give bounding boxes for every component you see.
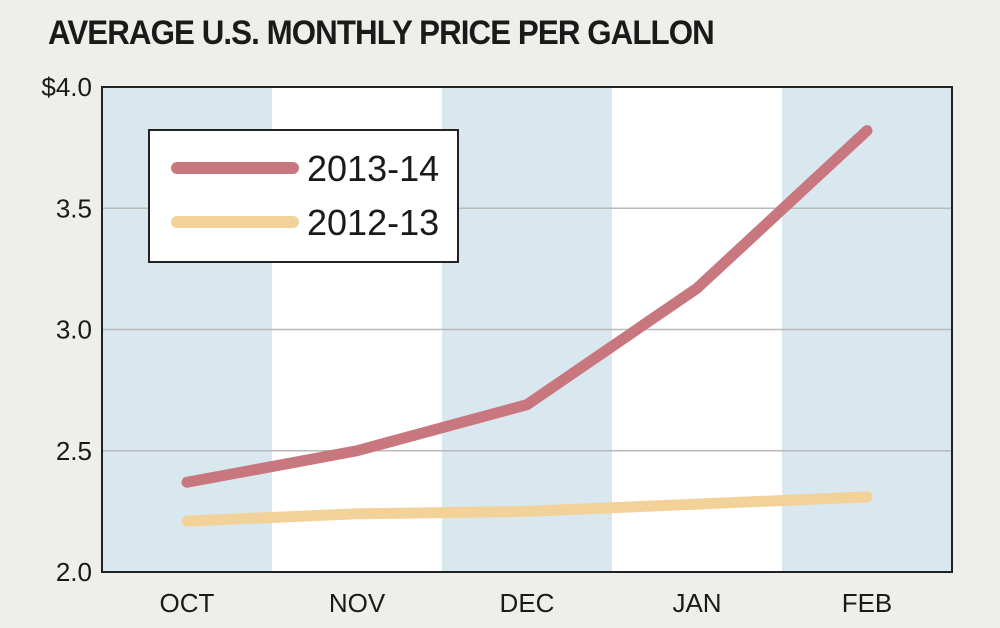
x-tick-label: FEB xyxy=(842,588,893,618)
series-line-2013-14 xyxy=(181,125,873,488)
legend-label-2012-13: 2012-13 xyxy=(307,202,439,243)
y-tick-label: 2.5 xyxy=(56,436,92,466)
y-tick-label: $4.0 xyxy=(41,72,92,102)
y-tick-label: 2.0 xyxy=(56,557,92,587)
series-lines xyxy=(181,125,873,527)
series-line-2012-13 xyxy=(181,491,873,527)
x-axis-ticks: OCT NOV DEC JAN FEB xyxy=(160,588,893,618)
legend: 2013-14 2012-13 xyxy=(148,129,459,263)
y-tick-label: 3.5 xyxy=(56,193,92,223)
legend-label-2013-14: 2013-14 xyxy=(307,148,439,189)
legend-box xyxy=(148,129,459,263)
x-tick-label: OCT xyxy=(160,588,215,618)
x-tick-label: NOV xyxy=(329,588,386,618)
y-axis-ticks: $4.0 3.5 3.0 2.5 2.0 xyxy=(41,72,92,587)
y-tick-label: 3.0 xyxy=(56,315,92,345)
x-tick-label: JAN xyxy=(672,588,721,618)
plot-frame xyxy=(101,86,953,573)
chart-title: AVERAGE U.S. MONTHLY PRICE PER GALLON xyxy=(48,14,715,52)
x-tick-label: DEC xyxy=(500,588,555,618)
